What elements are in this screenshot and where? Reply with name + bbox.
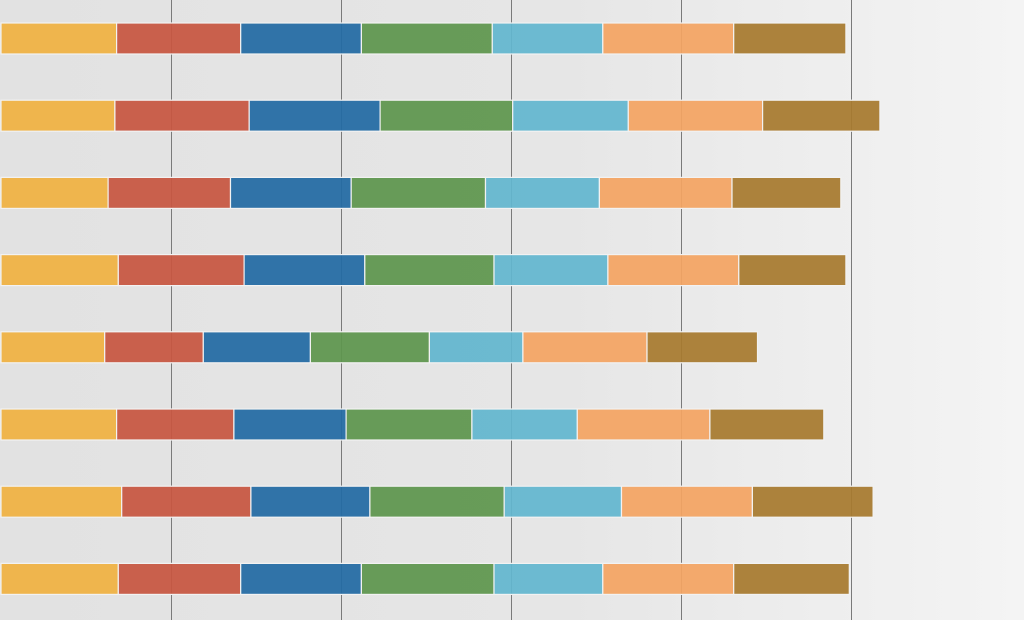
bar-segment-row2-series5 — [512, 99, 629, 132]
bar-row-2 — [0, 99, 881, 132]
bar-segment-row3-series3 — [229, 176, 352, 209]
bar-segment-row5-series2 — [104, 331, 204, 364]
bar-segment-row6-series5 — [471, 408, 578, 441]
bar-segment-row1-series6 — [602, 22, 735, 55]
bar-segment-row5-series3 — [202, 331, 312, 364]
bar-segment-row6-series6 — [576, 408, 711, 441]
bar-segment-row7-series1 — [0, 485, 123, 518]
bar-segment-row4-series1 — [0, 254, 119, 287]
bar-segment-row8-series4 — [360, 562, 495, 596]
bar-segment-row8-series7 — [733, 562, 850, 596]
bar-segment-row2-series6 — [627, 99, 764, 132]
grid-lines — [171, 0, 852, 620]
bar-segment-row7-series3 — [250, 485, 371, 518]
bar-segment-row8-series1 — [0, 562, 119, 596]
bar-row-7 — [0, 485, 874, 518]
bar-segment-row2-series1 — [0, 99, 116, 132]
bar-segment-row3-series4 — [350, 176, 487, 209]
bar-segment-row3-series6 — [598, 176, 733, 209]
bar-segment-row6-series7 — [709, 408, 825, 441]
bar-series-group — [0, 22, 881, 596]
bar-row-6 — [0, 408, 825, 441]
bar-segment-row1-series2 — [115, 22, 242, 55]
bar-segment-row6-series2 — [115, 408, 235, 441]
bar-row-1 — [0, 22, 847, 55]
bar-segment-row7-series6 — [620, 485, 753, 518]
bar-segment-row8-series3 — [240, 562, 362, 596]
bar-segment-row7-series4 — [369, 485, 505, 518]
bar-segment-row7-series7 — [751, 485, 874, 518]
bar-row-8 — [0, 562, 850, 596]
bar-segment-row5-series1 — [0, 331, 106, 364]
bar-segment-row4-series7 — [738, 254, 847, 287]
bar-segment-row4-series2 — [117, 254, 245, 287]
bar-segment-row5-series5 — [428, 331, 524, 364]
bar-segment-row1-series5 — [491, 22, 604, 55]
bar-segment-row2-series7 — [761, 99, 881, 132]
bar-segment-row1-series7 — [733, 22, 847, 55]
bar-segment-row1-series3 — [240, 22, 362, 55]
bar-segment-row7-series2 — [121, 485, 252, 518]
bar-segment-row2-series4 — [379, 99, 514, 132]
bar-segment-row8-series5 — [493, 562, 604, 596]
bar-segment-row5-series7 — [646, 331, 759, 364]
bar-row-4 — [0, 254, 847, 287]
bar-segment-row2-series3 — [248, 99, 381, 132]
bar-segment-row1-series4 — [360, 22, 493, 55]
bar-segment-row1-series1 — [0, 22, 118, 55]
bar-segment-row6-series4 — [345, 408, 473, 441]
bar-segment-row2-series2 — [114, 99, 250, 132]
bar-segment-row8-series6 — [602, 562, 735, 596]
bar-segment-row4-series3 — [243, 254, 366, 287]
bar-segment-row4-series6 — [607, 254, 740, 287]
bar-segment-row6-series3 — [233, 408, 347, 441]
bar-segment-row3-series5 — [484, 176, 601, 209]
bar-segment-row3-series2 — [107, 176, 232, 209]
bar-segment-row5-series6 — [522, 331, 648, 364]
bar-segment-row6-series1 — [0, 408, 118, 441]
bar-row-5 — [0, 331, 759, 364]
bar-segment-row3-series1 — [0, 176, 109, 209]
bar-row-3 — [0, 176, 842, 209]
bar-segment-row3-series7 — [731, 176, 842, 209]
bar-segment-row8-series2 — [117, 562, 242, 596]
bar-segment-row4-series4 — [364, 254, 495, 287]
bar-segment-row7-series5 — [503, 485, 623, 518]
bar-segment-row5-series4 — [309, 331, 430, 364]
bar-segment-row4-series5 — [493, 254, 609, 287]
